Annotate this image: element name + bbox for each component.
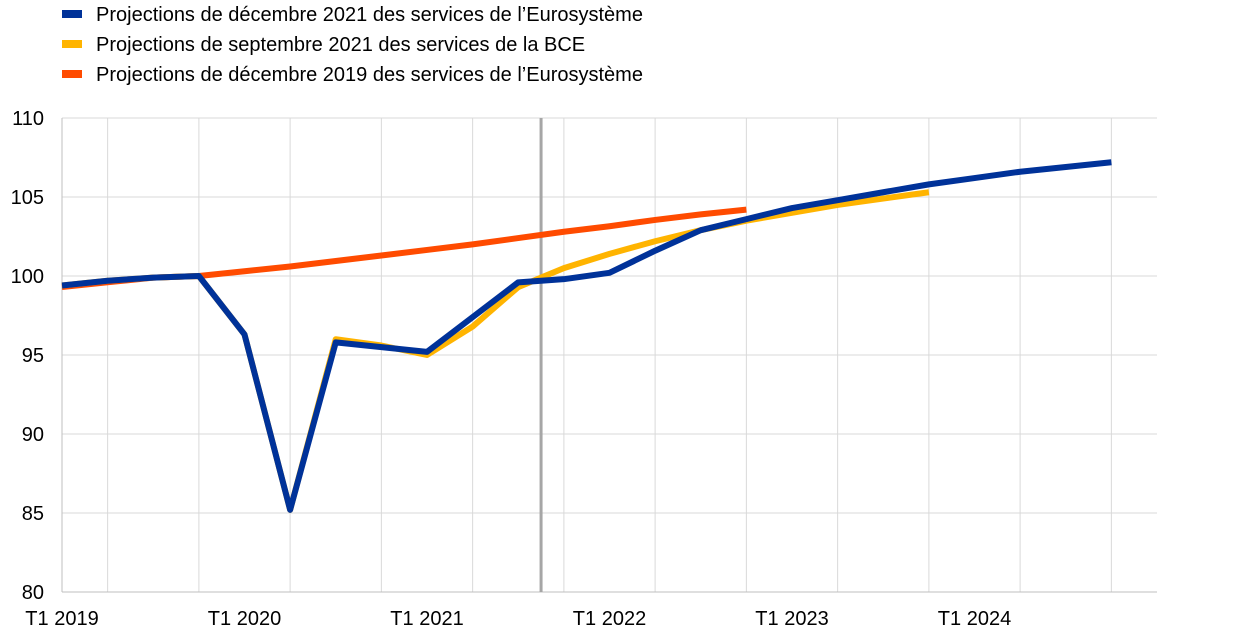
plot-grid	[62, 117, 1157, 592]
legend-swatch	[62, 10, 82, 18]
legend-label: Projections de décembre 2021 des service…	[96, 4, 643, 26]
legend-swatch	[62, 70, 82, 78]
x-axis-ticks: T1 2019 T1 2020 T1 2021 T1 2022 T1 2023 T1 20…	[25, 608, 1011, 630]
plot-axes	[61, 118, 1157, 593]
y-axis-ticks: 80 85 90 95 100 105 110	[11, 108, 44, 604]
y-tick-label: 80	[22, 582, 44, 604]
legend: Projections de décembre 2021 des service…	[62, 4, 643, 86]
x-tick-label: T1 2021	[390, 608, 463, 630]
x-tick-label: T1 2020	[208, 608, 281, 630]
plot-series	[61, 159, 1112, 513]
y-tick-label: 95	[22, 345, 44, 367]
x-tick-label: T1 2024	[938, 608, 1011, 630]
y-tick-label: 90	[22, 424, 44, 446]
y-tick-label: 110	[12, 108, 44, 130]
y-tick-label: 105	[11, 187, 44, 209]
legend-item: Projections de décembre 2019 des service…	[62, 64, 643, 86]
y-tick-label: 100	[11, 266, 44, 288]
x-tick-label: T1 2022	[573, 608, 646, 630]
x-tick-label: T1 2023	[755, 608, 828, 630]
x-tick-label: T1 2019	[25, 608, 98, 630]
y-tick-label: 85	[22, 503, 44, 525]
legend-item: Projections de décembre 2021 des service…	[62, 4, 643, 26]
legend-label: Projections de septembre 2021 des servic…	[96, 34, 585, 56]
legend-item: Projections de septembre 2021 des servic…	[62, 34, 585, 56]
legend-label: Projections de décembre 2019 des service…	[96, 64, 643, 86]
legend-swatch	[62, 40, 82, 48]
series-line	[61, 159, 1112, 513]
